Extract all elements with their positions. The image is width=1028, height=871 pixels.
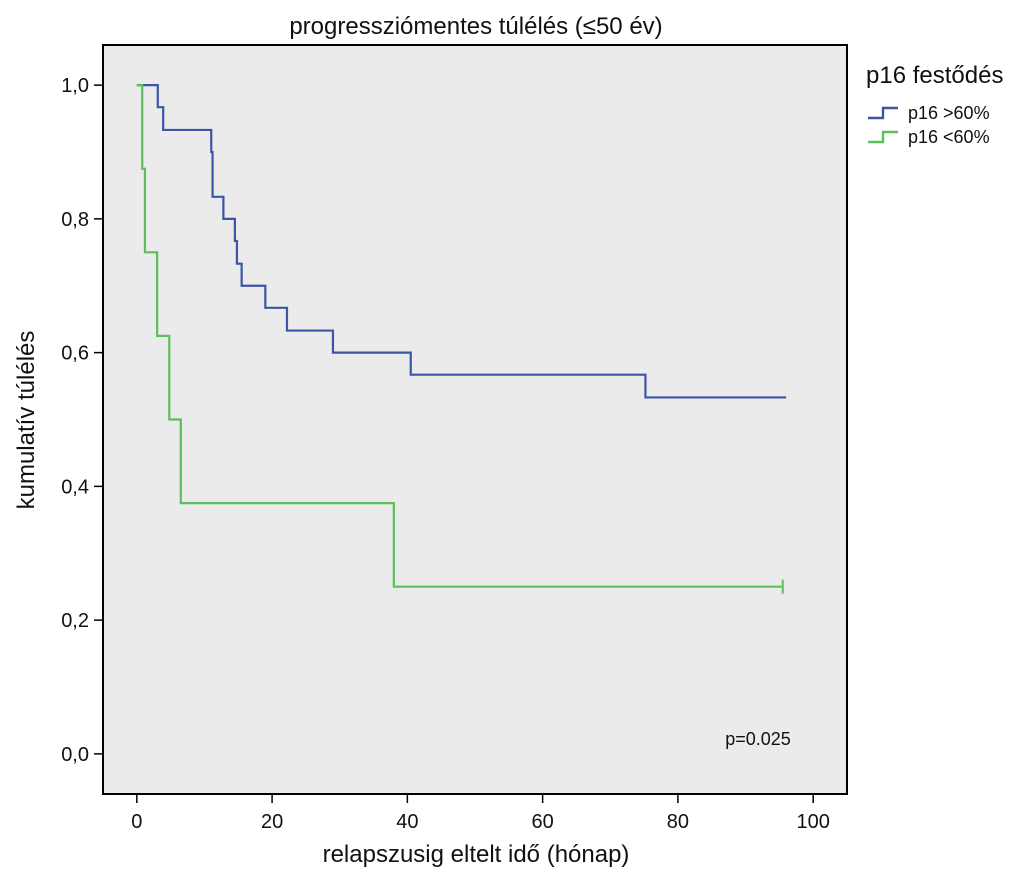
series-line-1 xyxy=(136,84,787,399)
legend-swatch-1 xyxy=(868,106,898,120)
y-tick-label: 0,6 xyxy=(61,343,89,365)
legend: p16 >60% p16 <60% xyxy=(868,103,990,147)
x-tick-label: 20 xyxy=(261,811,283,833)
y-tick-label: 0,0 xyxy=(61,744,89,766)
legend-swatch-2 xyxy=(868,130,898,144)
p-value-annotation: p=0.025 xyxy=(725,729,791,749)
legend-title: p16 festődés xyxy=(866,62,1003,89)
legend-label-2: p16 <60% xyxy=(908,127,990,147)
x-axis-title: relapszusig eltelt idő (hónap) xyxy=(323,841,630,868)
plot-area xyxy=(102,44,848,795)
series-layer xyxy=(136,84,787,594)
legend-label-1: p16 >60% xyxy=(908,103,990,123)
series-line-2 xyxy=(136,84,783,588)
y-tick-label: 0,8 xyxy=(61,209,89,231)
y-tick-label: 0,2 xyxy=(61,610,89,632)
x-tick-label: 80 xyxy=(667,811,689,833)
x-tick-label: 60 xyxy=(532,811,554,833)
chart-title: progressziómentes túlélés (≤50 év) xyxy=(289,13,662,40)
y-tick-label: 1,0 xyxy=(61,75,89,97)
y-axis-title: kumulatív túlélés xyxy=(13,331,40,510)
x-tick-label: 0 xyxy=(131,811,142,833)
axes: 0 20 40 60 80 100 0,0 0,2 0,4 0,6 0,8 1,0 xyxy=(61,75,830,833)
y-tick-label: 0,4 xyxy=(61,476,89,498)
x-tick-label: 100 xyxy=(796,811,829,833)
x-tick-label: 40 xyxy=(396,811,418,833)
